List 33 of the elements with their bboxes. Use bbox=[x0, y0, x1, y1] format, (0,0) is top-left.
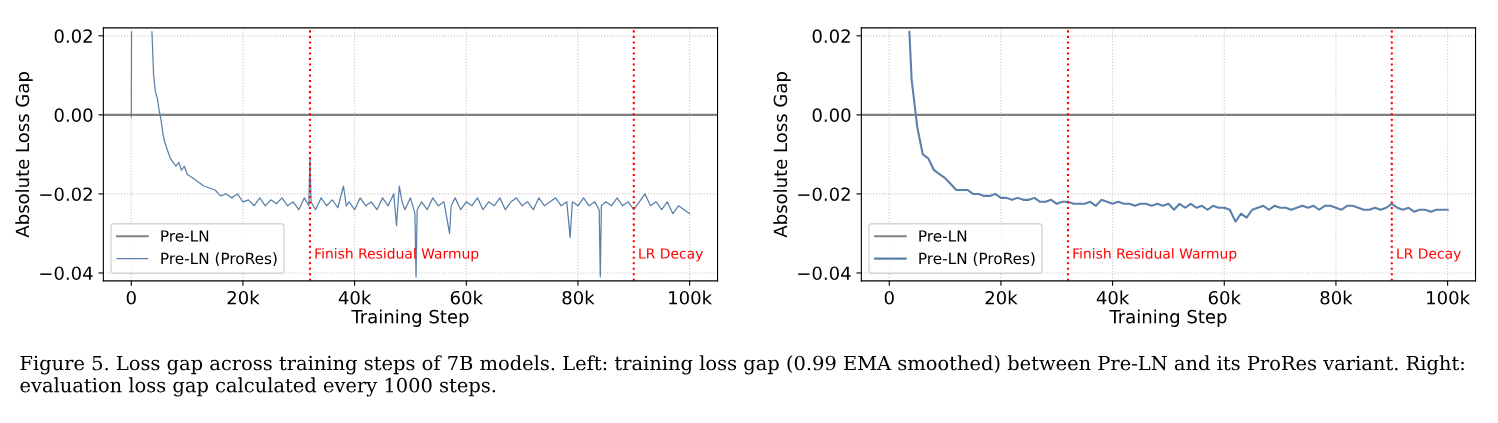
x-axis-title: Training Step bbox=[1109, 309, 1227, 327]
y-axis-title: Absolute Loss Gap bbox=[773, 72, 791, 238]
x-tick-label: 80k bbox=[1320, 290, 1353, 305]
line-series bbox=[908, 30, 1449, 223]
y-tick-label: −0.04 bbox=[40, 266, 93, 281]
ref-line-label: LR Decay bbox=[639, 248, 703, 262]
x-tick-label: 100k bbox=[1427, 290, 1471, 305]
y-tick-label: −0.04 bbox=[798, 266, 851, 281]
legend-label: Pre-LN (ProRes) bbox=[161, 252, 277, 266]
ref-line-label: Finish Residual Warmup bbox=[1073, 247, 1237, 262]
x-tick-label: 20k bbox=[227, 290, 260, 305]
y-tick-label: −0.02 bbox=[40, 187, 92, 202]
legend-label: Pre-LN (ProRes) bbox=[919, 252, 1035, 266]
x-axis-title: Training Step bbox=[351, 309, 469, 327]
x-tick-label: 100k bbox=[669, 290, 713, 305]
x-tick-label: 80k bbox=[562, 290, 595, 305]
x-tick-label: 20k bbox=[985, 290, 1018, 305]
x-tick-label: 0 bbox=[126, 290, 136, 305]
y-tick-label: 0.00 bbox=[812, 108, 851, 122]
y-tick-label: 0.02 bbox=[54, 29, 92, 43]
x-tick-label: 60k bbox=[1208, 290, 1241, 305]
caption: Figure 5. Loss gap across training steps of 7B models. Left: training loss gap (0.99 EMA smoothed) between Pre-LN and its ProRes variant. Right: evaluation loss gap calculated every 1000 steps. bbox=[20, 355, 1464, 397]
y-tick-label: 0.00 bbox=[54, 108, 93, 122]
x-tick-label: 60k bbox=[450, 290, 483, 305]
y-axis-title: Absolute Loss Gap bbox=[15, 72, 33, 238]
legend-label: Pre-LN bbox=[919, 230, 967, 242]
x-tick-label: 40k bbox=[338, 290, 372, 305]
y-tick-label: −0.02 bbox=[798, 187, 850, 202]
ref-line-label: LR Decay bbox=[1397, 248, 1461, 262]
legend-label: Pre-LN bbox=[161, 230, 209, 242]
x-tick-label: 40k bbox=[1096, 290, 1130, 305]
y-tick-label: 0.02 bbox=[812, 29, 850, 43]
x-tick-label: 0 bbox=[884, 290, 894, 305]
